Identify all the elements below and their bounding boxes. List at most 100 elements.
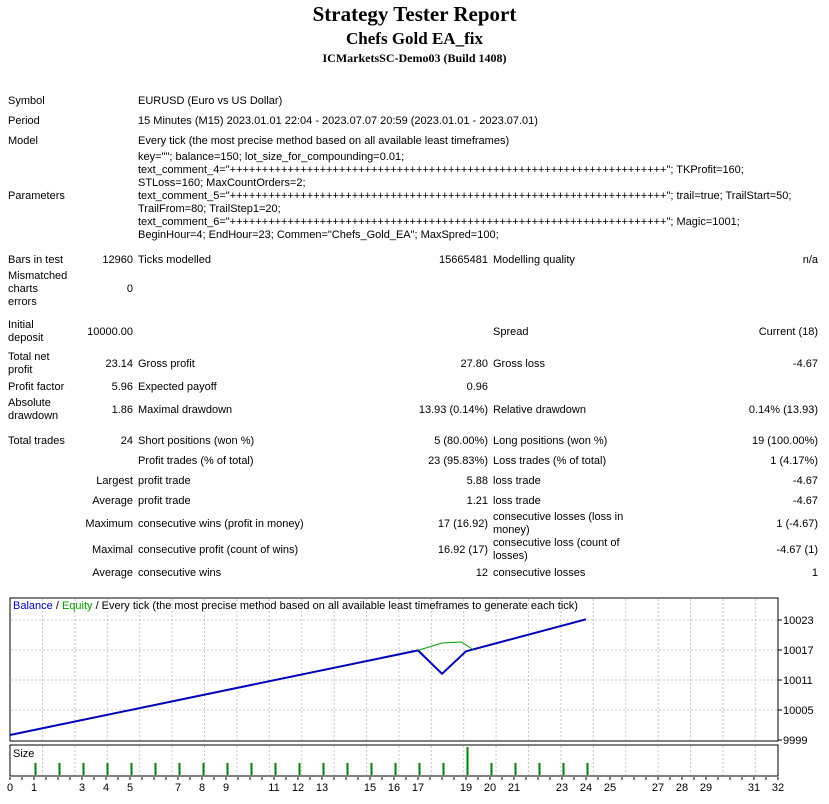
row-label: Absolute drawdown <box>8 397 59 422</box>
x-axis-label: 4 <box>103 782 109 794</box>
table-row: Maximal consecutive profit (count of wins… <box>0 537 829 563</box>
row-label: consecutive losses <box>493 566 586 579</box>
x-axis-label: 17 <box>412 782 424 794</box>
x-axis-label: 31 <box>748 782 760 794</box>
table-row: Bars in test 12960 Ticks modelled 15665481 M… <box>0 250 829 270</box>
row-label: Expected payoff <box>138 380 217 393</box>
table-row: Average profit trade 1.21 loss trade -4.67 <box>0 491 829 511</box>
table-row: Model Every tick (the most precise method… <box>0 131 829 151</box>
y-axis-label: 10017 <box>783 645 814 657</box>
row-label: Symbol <box>8 94 45 107</box>
ea-name: Chefs Gold EA_fix <box>346 29 483 48</box>
row-value: Average <box>92 494 133 507</box>
table-row: Symbol EURUSD (Euro vs US Dollar) <box>0 91 829 111</box>
x-axis-label: 8 <box>199 782 205 794</box>
legend-balance: Balance <box>13 600 53 612</box>
y-axis-label: 9999 <box>783 735 807 747</box>
row-value: Maximal <box>92 543 133 556</box>
row-value: 1.21 <box>466 494 488 507</box>
row-value: 5.96 <box>111 380 133 393</box>
size-bar <box>106 763 109 775</box>
row-label: consecutive wins <box>138 566 222 579</box>
table-row: Largest profit trade 5.88 loss trade -4.67 <box>0 471 829 491</box>
row-label: Gross profit <box>138 357 195 370</box>
row-value: Maximum <box>85 517 133 530</box>
chart-area: Balance / Equity / Every tick (the most … <box>0 595 829 799</box>
size-bar <box>82 763 85 775</box>
size-bar <box>34 763 37 775</box>
table-row: Mismatched charts errors 0 <box>0 270 829 309</box>
size-bar <box>370 763 373 775</box>
row-value: 23.14 <box>105 357 133 370</box>
x-axis-label: 1 <box>31 782 37 794</box>
table-row: Total net profit 23.14 Gross profit 27.80 Gr… <box>0 351 829 377</box>
table-row: Total trades 24 Short positions (won %) 5 (… <box>0 431 829 451</box>
row-value: Current (18) <box>758 325 818 338</box>
row-label: Bars in test <box>8 253 64 266</box>
size-bar <box>58 763 61 775</box>
row-label: profit trade <box>138 474 191 487</box>
size-bar <box>538 763 541 775</box>
row-label: Profit factor <box>8 380 65 393</box>
size-bar <box>226 763 229 775</box>
x-axis-label: 21 <box>508 782 520 794</box>
size-panel-border <box>9 744 779 777</box>
size-bar <box>586 763 589 775</box>
row-label: Mismatched charts errors <box>8 270 68 308</box>
row-value: 23 (95.83%) <box>428 454 488 467</box>
size-bar <box>346 763 349 775</box>
row-label: consecutive loss (count of losses) <box>493 537 620 562</box>
x-axis-label: 13 <box>316 782 328 794</box>
row-label: loss trade <box>493 474 541 487</box>
x-axis-label: 9 <box>223 782 229 794</box>
size-bar <box>154 763 157 775</box>
x-axis-label: 29 <box>700 782 712 794</box>
size-bar <box>130 763 133 775</box>
parameter-line: BeginHour=4; EndHour=23; Commen="Chefs_G… <box>138 229 499 241</box>
row-label: profit trade <box>138 494 191 507</box>
row-value: 15665481 <box>439 253 488 266</box>
row-value: 12 <box>475 566 488 579</box>
row-value: 0.96 <box>466 380 488 393</box>
x-axis-label: 23 <box>556 782 568 794</box>
y-axis-label: 10023 <box>783 615 814 627</box>
size-bar <box>250 763 253 775</box>
table-gap <box>0 309 829 319</box>
parameter-line: text_comment_4="++++++++++++++++++++++++… <box>138 164 744 176</box>
row-label: Relative drawdown <box>493 403 586 416</box>
size-bar <box>490 763 493 775</box>
grid-lines <box>11 599 777 775</box>
row-value: -4.67 (1) <box>776 543 818 556</box>
row-value: 1 (4.17%) <box>770 454 818 467</box>
row-label: Parameters <box>8 190 65 202</box>
x-axis-label: 27 <box>652 782 664 794</box>
table-row: Period 15 Minutes (M15) 2023.01.01 22:04 … <box>0 111 829 131</box>
size-bar <box>202 763 205 775</box>
x-axis-label: 0 <box>7 782 13 794</box>
row-label: Short positions (won %) <box>138 434 255 447</box>
row-value: 5.88 <box>466 474 488 487</box>
row-value: 0.14% (13.93) <box>748 403 818 416</box>
table-gap <box>0 242 829 250</box>
row-value: 10000.00 <box>87 325 133 338</box>
x-axis-label: 16 <box>388 782 400 794</box>
parameter-line: text_comment_5="++++++++++++++++++++++++… <box>138 190 792 202</box>
row-value: 27.80 <box>460 357 488 370</box>
table-row: Initial deposit 10000.00 Spread Current (18… <box>0 319 829 345</box>
row-value: Largest <box>96 474 133 487</box>
row-label: Ticks modelled <box>138 253 211 266</box>
legend-description: / Every tick (the most precise method ba… <box>93 600 578 612</box>
row-label: Spread <box>493 325 529 338</box>
table-row: Parameters key=""; balance=150; lot_size_… <box>0 151 829 242</box>
table-row: Profit trades (% of total) 23 (95.83%) Los… <box>0 451 829 471</box>
size-bar <box>274 763 277 775</box>
table-gap <box>0 423 829 431</box>
table-row: Maximum consecutive wins (profit in money… <box>0 511 829 537</box>
row-value: -4.67 <box>792 494 818 507</box>
size-bars <box>34 747 589 775</box>
row-label: Long positions (won %) <box>493 434 608 447</box>
table-row: Absolute drawdown 1.86 Maximal drawdown 13.… <box>0 397 829 423</box>
row-value: key=""; balance=150; lot_size_for_compou… <box>138 151 818 242</box>
row-label: Model <box>8 134 38 147</box>
